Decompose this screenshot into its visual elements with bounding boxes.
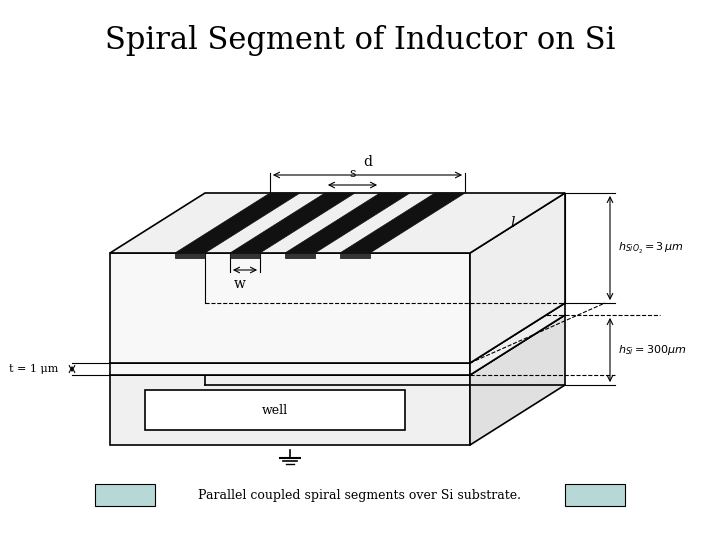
Bar	[145, 390, 405, 430]
Polygon shape	[110, 375, 470, 445]
Polygon shape	[470, 315, 565, 445]
Polygon shape	[340, 253, 370, 258]
Polygon shape	[110, 363, 470, 375]
Polygon shape	[470, 303, 565, 375]
Polygon shape	[110, 253, 470, 363]
Polygon shape	[110, 303, 565, 363]
Polygon shape	[175, 253, 205, 258]
Text: $h_{Si}=300\mu m$: $h_{Si}=300\mu m$	[618, 343, 686, 357]
Text: l: l	[510, 216, 515, 230]
Polygon shape	[230, 253, 260, 258]
Polygon shape	[470, 193, 565, 363]
Bar	[565, 484, 625, 506]
Text: Parallel coupled spiral segments over Si substrate.: Parallel coupled spiral segments over Si…	[199, 489, 521, 502]
Polygon shape	[285, 193, 410, 253]
Text: well: well	[262, 403, 288, 416]
Polygon shape	[230, 193, 355, 253]
Polygon shape	[340, 193, 465, 253]
Polygon shape	[175, 193, 300, 253]
Text: s: s	[349, 167, 356, 180]
Polygon shape	[110, 193, 565, 253]
Polygon shape	[110, 315, 565, 375]
Text: t = 1 μm: t = 1 μm	[9, 364, 59, 374]
Text: w: w	[234, 277, 246, 291]
Text: d: d	[363, 155, 372, 169]
Bar	[95, 484, 155, 506]
Polygon shape	[285, 253, 315, 258]
Text: Spiral Segment of Inductor on Si: Spiral Segment of Inductor on Si	[104, 24, 616, 56]
Text: $h_{SiO_2}=3\,\mu m$: $h_{SiO_2}=3\,\mu m$	[618, 240, 684, 255]
